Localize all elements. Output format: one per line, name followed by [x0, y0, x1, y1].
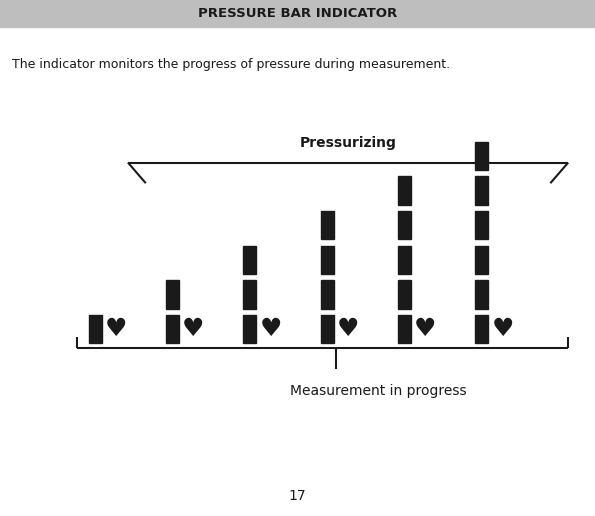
- Bar: [243, 315, 256, 343]
- Text: ♥: ♥: [414, 317, 437, 341]
- Bar: [398, 315, 411, 343]
- Bar: [89, 315, 102, 343]
- Bar: [398, 176, 411, 205]
- Bar: [321, 315, 334, 343]
- Bar: [243, 246, 256, 274]
- Text: ♥: ♥: [491, 317, 514, 341]
- Bar: [321, 211, 334, 239]
- Bar: [0, 0, 595, 27]
- Bar: [398, 280, 411, 309]
- Text: PRESSURE BAR INDICATOR: PRESSURE BAR INDICATOR: [198, 7, 397, 20]
- Bar: [475, 176, 488, 205]
- Bar: [475, 211, 488, 239]
- Text: ♥: ♥: [105, 317, 127, 341]
- Bar: [321, 246, 334, 274]
- Bar: [398, 246, 411, 274]
- Bar: [321, 280, 334, 309]
- Bar: [475, 246, 488, 274]
- Text: Pressurizing: Pressurizing: [300, 136, 396, 150]
- Bar: [475, 315, 488, 343]
- Text: The indicator monitors the progress of pressure during measurement.: The indicator monitors the progress of p…: [12, 58, 450, 71]
- Bar: [475, 142, 488, 170]
- Bar: [243, 280, 256, 309]
- Text: ♥: ♥: [259, 317, 282, 341]
- Text: Measurement in progress: Measurement in progress: [290, 384, 466, 398]
- Text: ♥: ♥: [337, 317, 359, 341]
- Bar: [166, 280, 179, 309]
- Text: ♥: ♥: [182, 317, 205, 341]
- Text: 17: 17: [289, 489, 306, 503]
- Bar: [166, 315, 179, 343]
- Bar: [475, 280, 488, 309]
- Bar: [398, 211, 411, 239]
